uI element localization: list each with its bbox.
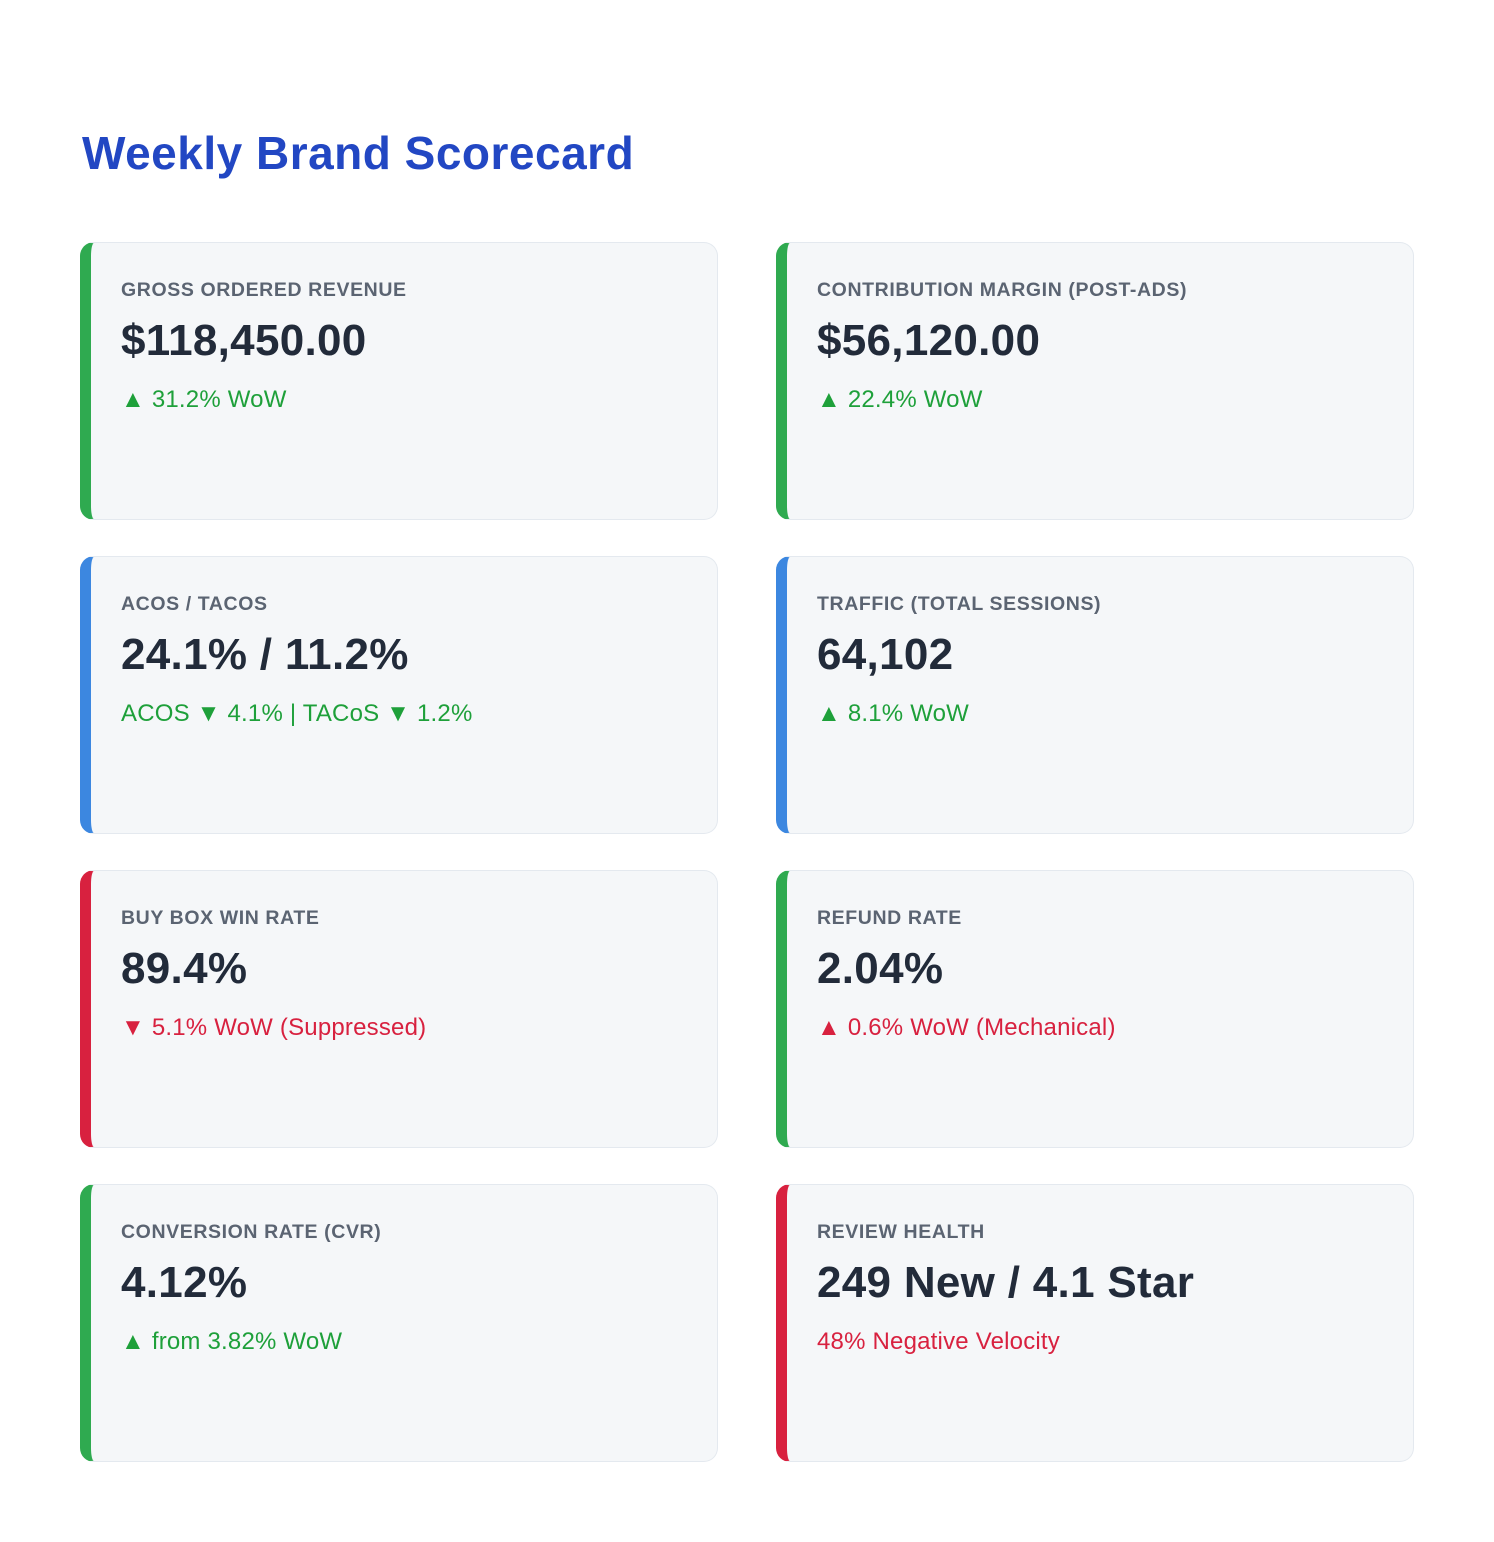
metric-value: 64,102 — [817, 630, 954, 679]
metric-label: REFUND RATE — [817, 907, 962, 929]
metric-label: BUY BOX WIN RATE — [121, 907, 320, 929]
metric-delta: ▲ 22.4% WoW — [817, 386, 983, 413]
metric-label: TRAFFIC (TOTAL SESSIONS) — [817, 593, 1102, 615]
metric-delta: ▼ 5.1% WoW (Suppressed) — [121, 1014, 427, 1041]
metric-delta: ▲ 0.6% WoW (Mechanical) — [817, 1014, 1116, 1041]
metric-value: 4.12% — [121, 1258, 248, 1307]
metric-label: ACOS / TACOS — [121, 593, 268, 615]
metric-value: $118,450.00 — [121, 316, 367, 365]
card-traffic-total-sessions: TRAFFIC (TOTAL SESSIONS) 64,102 ▲ 8.1% W… — [776, 556, 1414, 834]
metric-cards-grid: GROSS ORDERED REVENUE $118,450.00 ▲ 31.2… — [80, 242, 1414, 1462]
metric-value: 89.4% — [121, 944, 248, 993]
card-conversion-rate: CONVERSION RATE (CVR) 4.12% ▲ from 3.82%… — [80, 1184, 718, 1462]
card-refund-rate: REFUND RATE 2.04% ▲ 0.6% WoW (Mechanical… — [776, 870, 1414, 1148]
metric-delta: ▲ 31.2% WoW — [121, 386, 287, 413]
metric-delta: ACOS ▼ 4.1% | TACoS ▼ 1.2% — [121, 700, 473, 727]
card-review-health: REVIEW HEALTH 249 New / 4.1 Star 48% Neg… — [776, 1184, 1414, 1462]
metric-label: CONVERSION RATE (CVR) — [121, 1221, 382, 1243]
metric-delta: 48% Negative Velocity — [817, 1328, 1061, 1355]
metric-value: 24.1% / 11.2% — [121, 630, 409, 679]
card-contribution-margin: CONTRIBUTION MARGIN (POST-ADS) $56,120.0… — [776, 242, 1414, 520]
metric-delta: ▲ 8.1% WoW — [817, 700, 970, 727]
metric-value: $56,120.00 — [817, 316, 1041, 365]
page-title: Weekly Brand Scorecard — [82, 127, 635, 179]
metric-label: CONTRIBUTION MARGIN (POST-ADS) — [817, 279, 1188, 301]
metric-label: REVIEW HEALTH — [817, 1221, 985, 1243]
metric-label: GROSS ORDERED REVENUE — [121, 279, 407, 301]
metric-delta: ▲ from 3.82% WoW — [121, 1328, 343, 1355]
card-buy-box-win-rate: BUY BOX WIN RATE 89.4% ▼ 5.1% WoW (Suppr… — [80, 870, 718, 1148]
card-acos-tacos: ACOS / TACOS 24.1% / 11.2% ACOS ▼ 4.1% |… — [80, 556, 718, 834]
metric-value: 249 New / 4.1 Star — [817, 1258, 1195, 1307]
metric-value: 2.04% — [817, 944, 944, 993]
card-gross-ordered-revenue: GROSS ORDERED REVENUE $118,450.00 ▲ 31.2… — [80, 242, 718, 520]
